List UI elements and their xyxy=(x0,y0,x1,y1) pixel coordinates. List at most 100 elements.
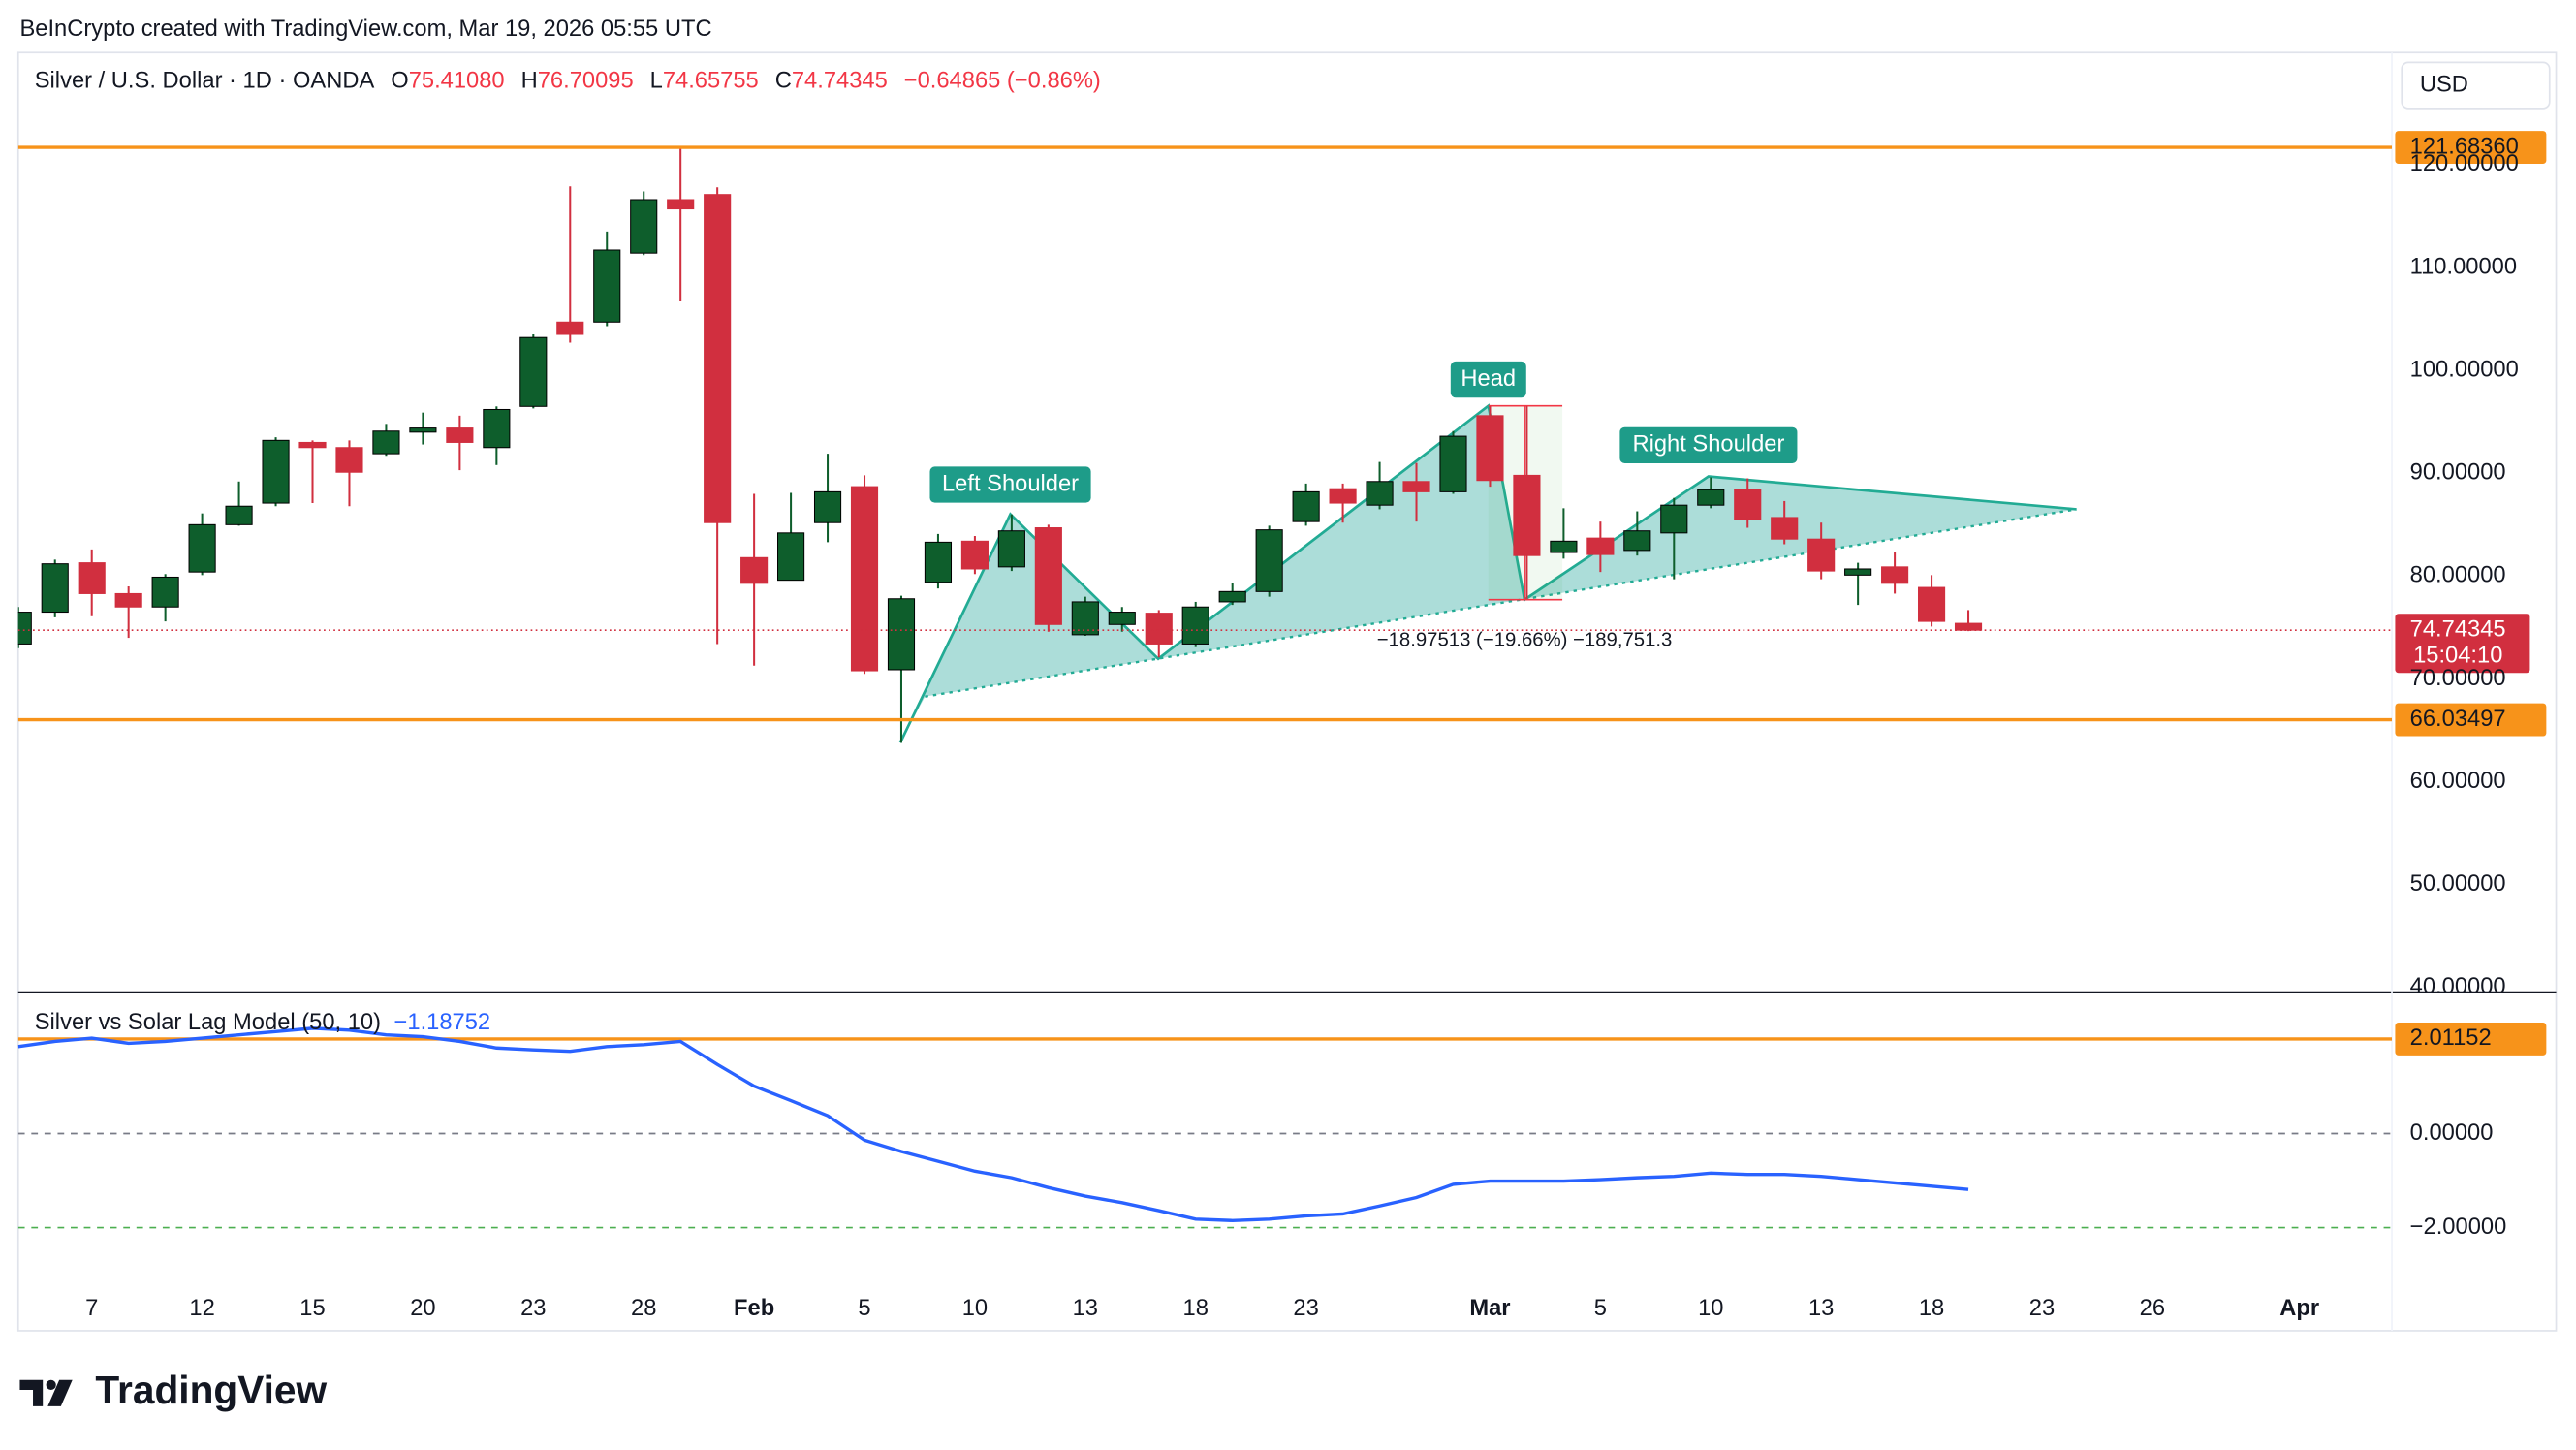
candle-body xyxy=(1181,606,1209,645)
candle-body xyxy=(1292,490,1320,522)
candle-body xyxy=(1771,517,1799,540)
candle-body xyxy=(1550,540,1578,553)
currency[interactable]: USD xyxy=(2420,72,2468,97)
candle-body xyxy=(556,321,584,335)
candle-body xyxy=(1623,530,1651,552)
l-value: 74.65755 xyxy=(663,69,759,94)
y-tick-label: 60.00000 xyxy=(2410,769,2506,794)
countdown: 15:04:10 xyxy=(2413,644,2502,669)
candle-body xyxy=(519,336,548,407)
y-tick-label: 0.00000 xyxy=(2410,1120,2494,1146)
price-pane xyxy=(17,145,2393,743)
c-label: C xyxy=(775,69,792,94)
x-tick-label: 15 xyxy=(299,1296,325,1321)
candle-body xyxy=(850,486,879,672)
label-box xyxy=(929,466,1091,503)
candle-body xyxy=(188,523,216,573)
last-price-label: 74.74345 xyxy=(2410,616,2506,642)
y-tick-label: −2.00000 xyxy=(2410,1214,2507,1240)
candle-body xyxy=(1917,586,1946,622)
candle-body xyxy=(1071,601,1099,636)
h-value: 76.70095 xyxy=(538,69,634,94)
indicator-pane xyxy=(17,1026,2393,1229)
candle-body xyxy=(17,612,32,645)
x-tick-label: Apr xyxy=(2279,1296,2319,1321)
y-tick-label: 40.00000 xyxy=(2410,974,2506,999)
overlay: Left Shoulder Head Right Shoulder −18.97… xyxy=(19,61,2551,1412)
x-tick-label: 20 xyxy=(410,1296,435,1321)
x-tick-label: 18 xyxy=(1183,1296,1209,1321)
label-box xyxy=(1450,361,1526,398)
x-tick-label: 5 xyxy=(1594,1296,1607,1321)
y-tick-label: 50.00000 xyxy=(2410,871,2506,897)
candle-body xyxy=(78,562,106,594)
symbol: Silver / U.S. Dollar · 1D · OANDA xyxy=(35,69,375,94)
last-price-tag xyxy=(2395,614,2530,674)
y-tick-label: 100.00000 xyxy=(2410,357,2519,382)
x-tick-label: 23 xyxy=(2029,1296,2055,1321)
candle-body xyxy=(1697,489,1725,506)
pattern-label: Head xyxy=(1461,366,1516,392)
candle-body xyxy=(924,541,953,583)
y-tick-label: 80.00000 xyxy=(2410,563,2506,588)
candle-body xyxy=(887,598,916,671)
candle-body xyxy=(335,447,363,473)
candle-body xyxy=(114,592,142,608)
candle-body xyxy=(1329,488,1357,504)
candle-body xyxy=(667,199,695,210)
price-tag-label: 121.68360 xyxy=(2410,134,2519,159)
candle-body xyxy=(1218,590,1246,603)
pattern-label: Right Shoulder xyxy=(1632,432,1784,457)
pattern-fill xyxy=(899,405,2077,743)
o-value: 75.41080 xyxy=(409,69,505,94)
indicator-value: −1.18752 xyxy=(394,1010,491,1035)
candle-body xyxy=(777,532,805,582)
candle-body xyxy=(1807,538,1836,572)
credit: BeInCrypto created with TradingView.com,… xyxy=(19,16,711,42)
candle-body xyxy=(1844,568,1872,576)
candle-body xyxy=(151,576,179,608)
x-tick-label: 23 xyxy=(520,1296,546,1321)
candle-body xyxy=(813,490,842,523)
price-tag xyxy=(2395,131,2547,164)
measure-label: −18.97513 (−19.66%) −189,751.3 xyxy=(1377,629,1673,650)
legend: Silver / U.S. Dollar · 1D · OANDA O75.410… xyxy=(35,69,1101,94)
candle-body xyxy=(409,427,437,433)
x-tick-label: Feb xyxy=(734,1296,774,1321)
y-tick-label: 90.00000 xyxy=(2410,460,2506,486)
y-tick-label: 110.00000 xyxy=(2410,254,2517,279)
x-tick-label: 28 xyxy=(631,1296,656,1321)
indicator-legend: Silver vs Solar Lag Model (50, 10) −1.187… xyxy=(35,1010,490,1035)
candle-body xyxy=(262,439,290,504)
x-tick-label: 13 xyxy=(1808,1296,1834,1321)
price-tag xyxy=(2395,703,2547,737)
candle-body xyxy=(1734,489,1762,520)
candle-body xyxy=(704,194,732,523)
candle-body xyxy=(960,540,989,570)
x-tick-label: 5 xyxy=(858,1296,870,1321)
candle-body xyxy=(1145,613,1173,645)
brand: TradingView xyxy=(95,1368,327,1412)
candle-body xyxy=(1108,612,1136,625)
candle-body xyxy=(1255,529,1283,592)
candle-body xyxy=(630,199,658,254)
candle-body xyxy=(446,427,474,443)
candle-body xyxy=(1439,435,1467,492)
l-label: L xyxy=(650,69,663,94)
candle-body xyxy=(1586,537,1615,555)
x-tick-label: 13 xyxy=(1073,1296,1098,1321)
candle-body xyxy=(1402,481,1430,492)
o-label: O xyxy=(391,69,408,94)
candle-body xyxy=(740,556,769,584)
price-tag-label: 2.01152 xyxy=(2410,1025,2492,1051)
indicator-title: Silver vs Solar Lag Model (50, 10) xyxy=(35,1010,381,1035)
frame xyxy=(16,51,2558,1332)
change: −0.64865 (−0.86%) xyxy=(904,69,1101,94)
currency-button[interactable] xyxy=(2401,61,2551,110)
candle-body xyxy=(997,530,1025,568)
y-tick-label: 120.00000 xyxy=(2410,151,2519,176)
x-tick-label: 26 xyxy=(2140,1296,2165,1321)
candle-body xyxy=(1881,566,1909,584)
